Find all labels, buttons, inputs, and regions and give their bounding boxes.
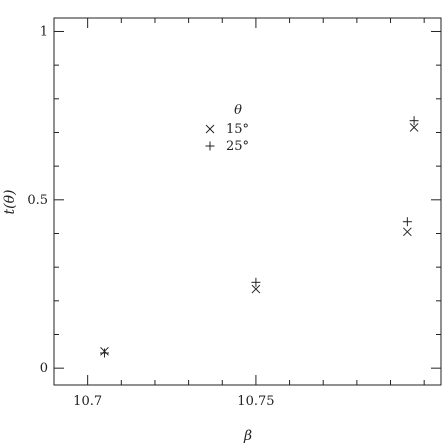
y-tick-label-0: 0 (40, 361, 48, 376)
legend-label-1: 25° (226, 139, 249, 154)
point-series-0-3 (409, 123, 419, 132)
point-series-1-1 (251, 277, 261, 287)
x-axis-tick-labels: 10.7 10.75 (73, 394, 274, 409)
legend-entries: 15°25° (205, 122, 249, 154)
point-series-0-2 (402, 227, 412, 237)
x-tick-label-0: 10.7 (73, 394, 102, 409)
y-tick-label-2: 1 (40, 24, 48, 39)
x-tick-label-1: 10.75 (237, 394, 274, 409)
plot-area-border (53, 17, 442, 386)
data-points (99, 116, 419, 358)
x-axis-ticks (53, 18, 425, 385)
y-axis-tick-labels: 00.51 (27, 24, 48, 376)
point-series-0-1 (251, 284, 261, 294)
legend: θ 15°25° (205, 103, 249, 154)
x-axis-label: β (243, 428, 252, 443)
point-series-1-2 (402, 217, 412, 227)
legend-title: θ (234, 103, 242, 118)
series-1 (99, 116, 419, 358)
y-axis-label: t(θ) (2, 190, 18, 215)
legend-marker-0 (205, 124, 215, 134)
series-0 (100, 123, 419, 356)
point-series-1-0 (99, 348, 109, 358)
legend-label-0: 15° (226, 122, 249, 137)
plot-frame (53, 17, 442, 386)
legend-marker-1 (205, 141, 215, 151)
y-axis-ticks (54, 30, 441, 369)
point-series-1-3 (409, 116, 419, 126)
y-tick-label-1: 0.5 (27, 193, 48, 208)
